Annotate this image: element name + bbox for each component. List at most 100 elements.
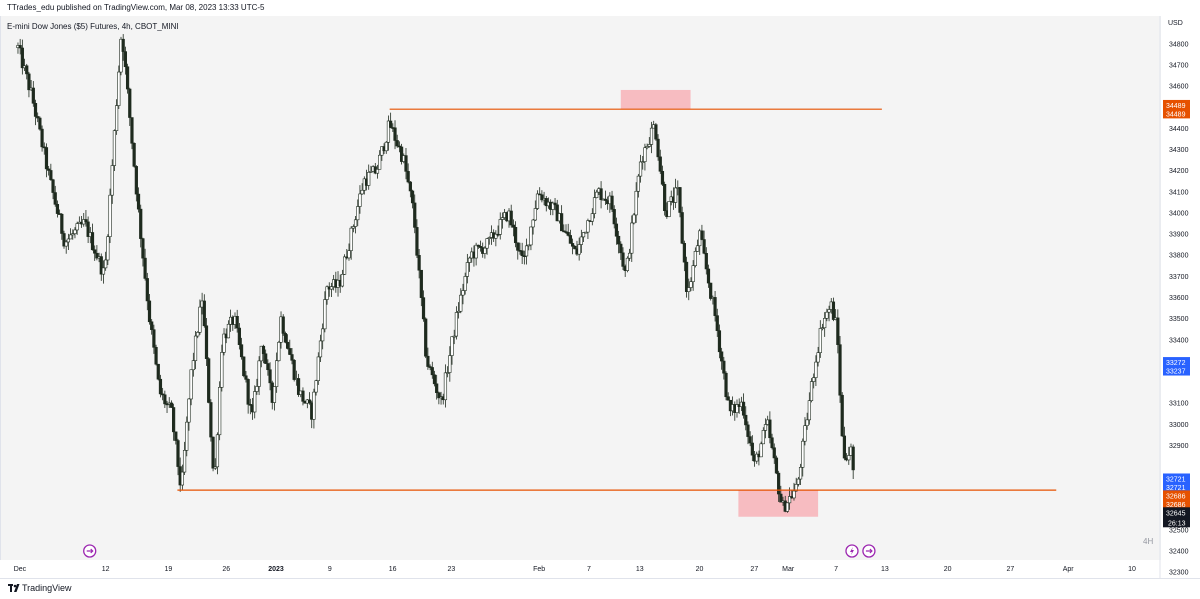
candle-body — [809, 381, 814, 401]
candle-body — [816, 352, 820, 363]
candle-body — [40, 128, 44, 148]
footer — [0, 578, 1200, 599]
x-tick-label: 20 — [696, 566, 704, 573]
candle-body — [360, 189, 364, 195]
candle-body — [125, 66, 130, 90]
candle-body — [538, 193, 542, 196]
price-tag-label: 32645 — [1166, 510, 1186, 517]
candle-body — [627, 252, 632, 259]
candle-body — [123, 51, 127, 68]
candle-body — [367, 172, 371, 186]
candle-body — [18, 45, 22, 49]
price-tag — [1163, 108, 1190, 119]
candle-body — [663, 183, 667, 212]
candle-body — [450, 336, 454, 356]
candle-body — [169, 402, 174, 408]
price-tag-label: 33237 — [1166, 369, 1186, 376]
chart-area[interactable] — [0, 16, 1161, 560]
candle-body — [842, 435, 847, 459]
candle-body — [204, 325, 209, 359]
candle-body — [483, 247, 487, 254]
candle-body — [801, 440, 805, 468]
candle-body — [384, 141, 388, 152]
candle-body — [316, 356, 320, 381]
candle-body — [794, 483, 798, 492]
candle-body — [36, 116, 40, 119]
candle-body — [112, 130, 117, 166]
price-axis: 34800 34700 34600 34400 34300 34200 34100 34000… — [1159, 16, 1189, 578]
x-tick-label: 13 — [881, 566, 889, 573]
candle-body — [237, 327, 241, 345]
countdown-label: 26:13 — [1168, 520, 1186, 527]
candle-body — [568, 235, 572, 244]
candle-body — [579, 236, 583, 245]
candle-body — [283, 333, 288, 343]
tradingview-logo-icon — [8, 584, 20, 592]
candle-body — [353, 219, 358, 227]
candle-body — [612, 209, 616, 225]
level-layer — [177, 108, 1057, 491]
candle-body — [141, 238, 145, 259]
candle-body — [720, 351, 724, 362]
candle-body — [704, 253, 708, 270]
candle-body — [847, 455, 851, 461]
candle-body — [136, 193, 141, 210]
price-tag-label: 33272 — [1166, 360, 1186, 367]
candle-body — [689, 281, 693, 288]
zone-layer — [620, 89, 819, 517]
candle-body — [413, 202, 417, 228]
candle-body — [630, 222, 634, 254]
x-tick-label: 13 — [636, 566, 644, 573]
candle-body — [246, 379, 250, 405]
y-tick-label: 33700 — [1169, 274, 1189, 281]
candle-body — [581, 232, 586, 238]
candle-body — [770, 437, 774, 449]
candle-body — [763, 424, 768, 431]
candle-body — [419, 269, 423, 298]
candle-body — [415, 227, 419, 256]
candle-body — [693, 251, 697, 266]
x-tick-label: 27 — [1007, 566, 1015, 573]
candle-body — [430, 367, 434, 376]
candle-body — [448, 355, 452, 373]
y-tick-label: 33600 — [1169, 295, 1189, 302]
candle-body — [152, 329, 156, 348]
candle-body — [638, 161, 643, 177]
candle-body — [454, 312, 459, 337]
candle-body — [176, 440, 180, 467]
candle-body — [474, 244, 478, 259]
candle-body — [369, 171, 373, 173]
candle-body — [527, 244, 531, 247]
candle-body — [143, 257, 147, 279]
candle-body — [674, 187, 678, 203]
candle-body — [215, 434, 220, 468]
candle-body — [218, 387, 222, 436]
candle-body — [726, 396, 730, 401]
candle-body — [101, 267, 106, 275]
candle-body — [296, 378, 301, 395]
candle-layer — [16, 34, 855, 513]
candle-body — [75, 223, 79, 231]
candle-body — [476, 244, 480, 247]
candle-body — [95, 252, 99, 259]
candle-body — [812, 377, 816, 382]
candle-body — [603, 198, 608, 201]
candle-body — [818, 328, 822, 353]
publisher-line: TTrades_edu published on TradingView.com… — [7, 3, 265, 12]
flash-glyph — [849, 547, 854, 555]
candle-body — [437, 392, 441, 399]
candle-body — [485, 238, 489, 249]
candle-body — [154, 347, 158, 365]
candle-body — [724, 372, 728, 398]
candle-body — [823, 317, 827, 329]
candle-body — [774, 457, 779, 474]
price-tag — [1163, 481, 1190, 492]
candle-body — [292, 359, 296, 380]
candle-body — [163, 394, 167, 405]
candle-body — [257, 360, 261, 387]
candle-body — [253, 391, 257, 413]
candle-body — [632, 214, 636, 224]
candle-body — [323, 299, 327, 330]
candle-body — [452, 335, 456, 338]
